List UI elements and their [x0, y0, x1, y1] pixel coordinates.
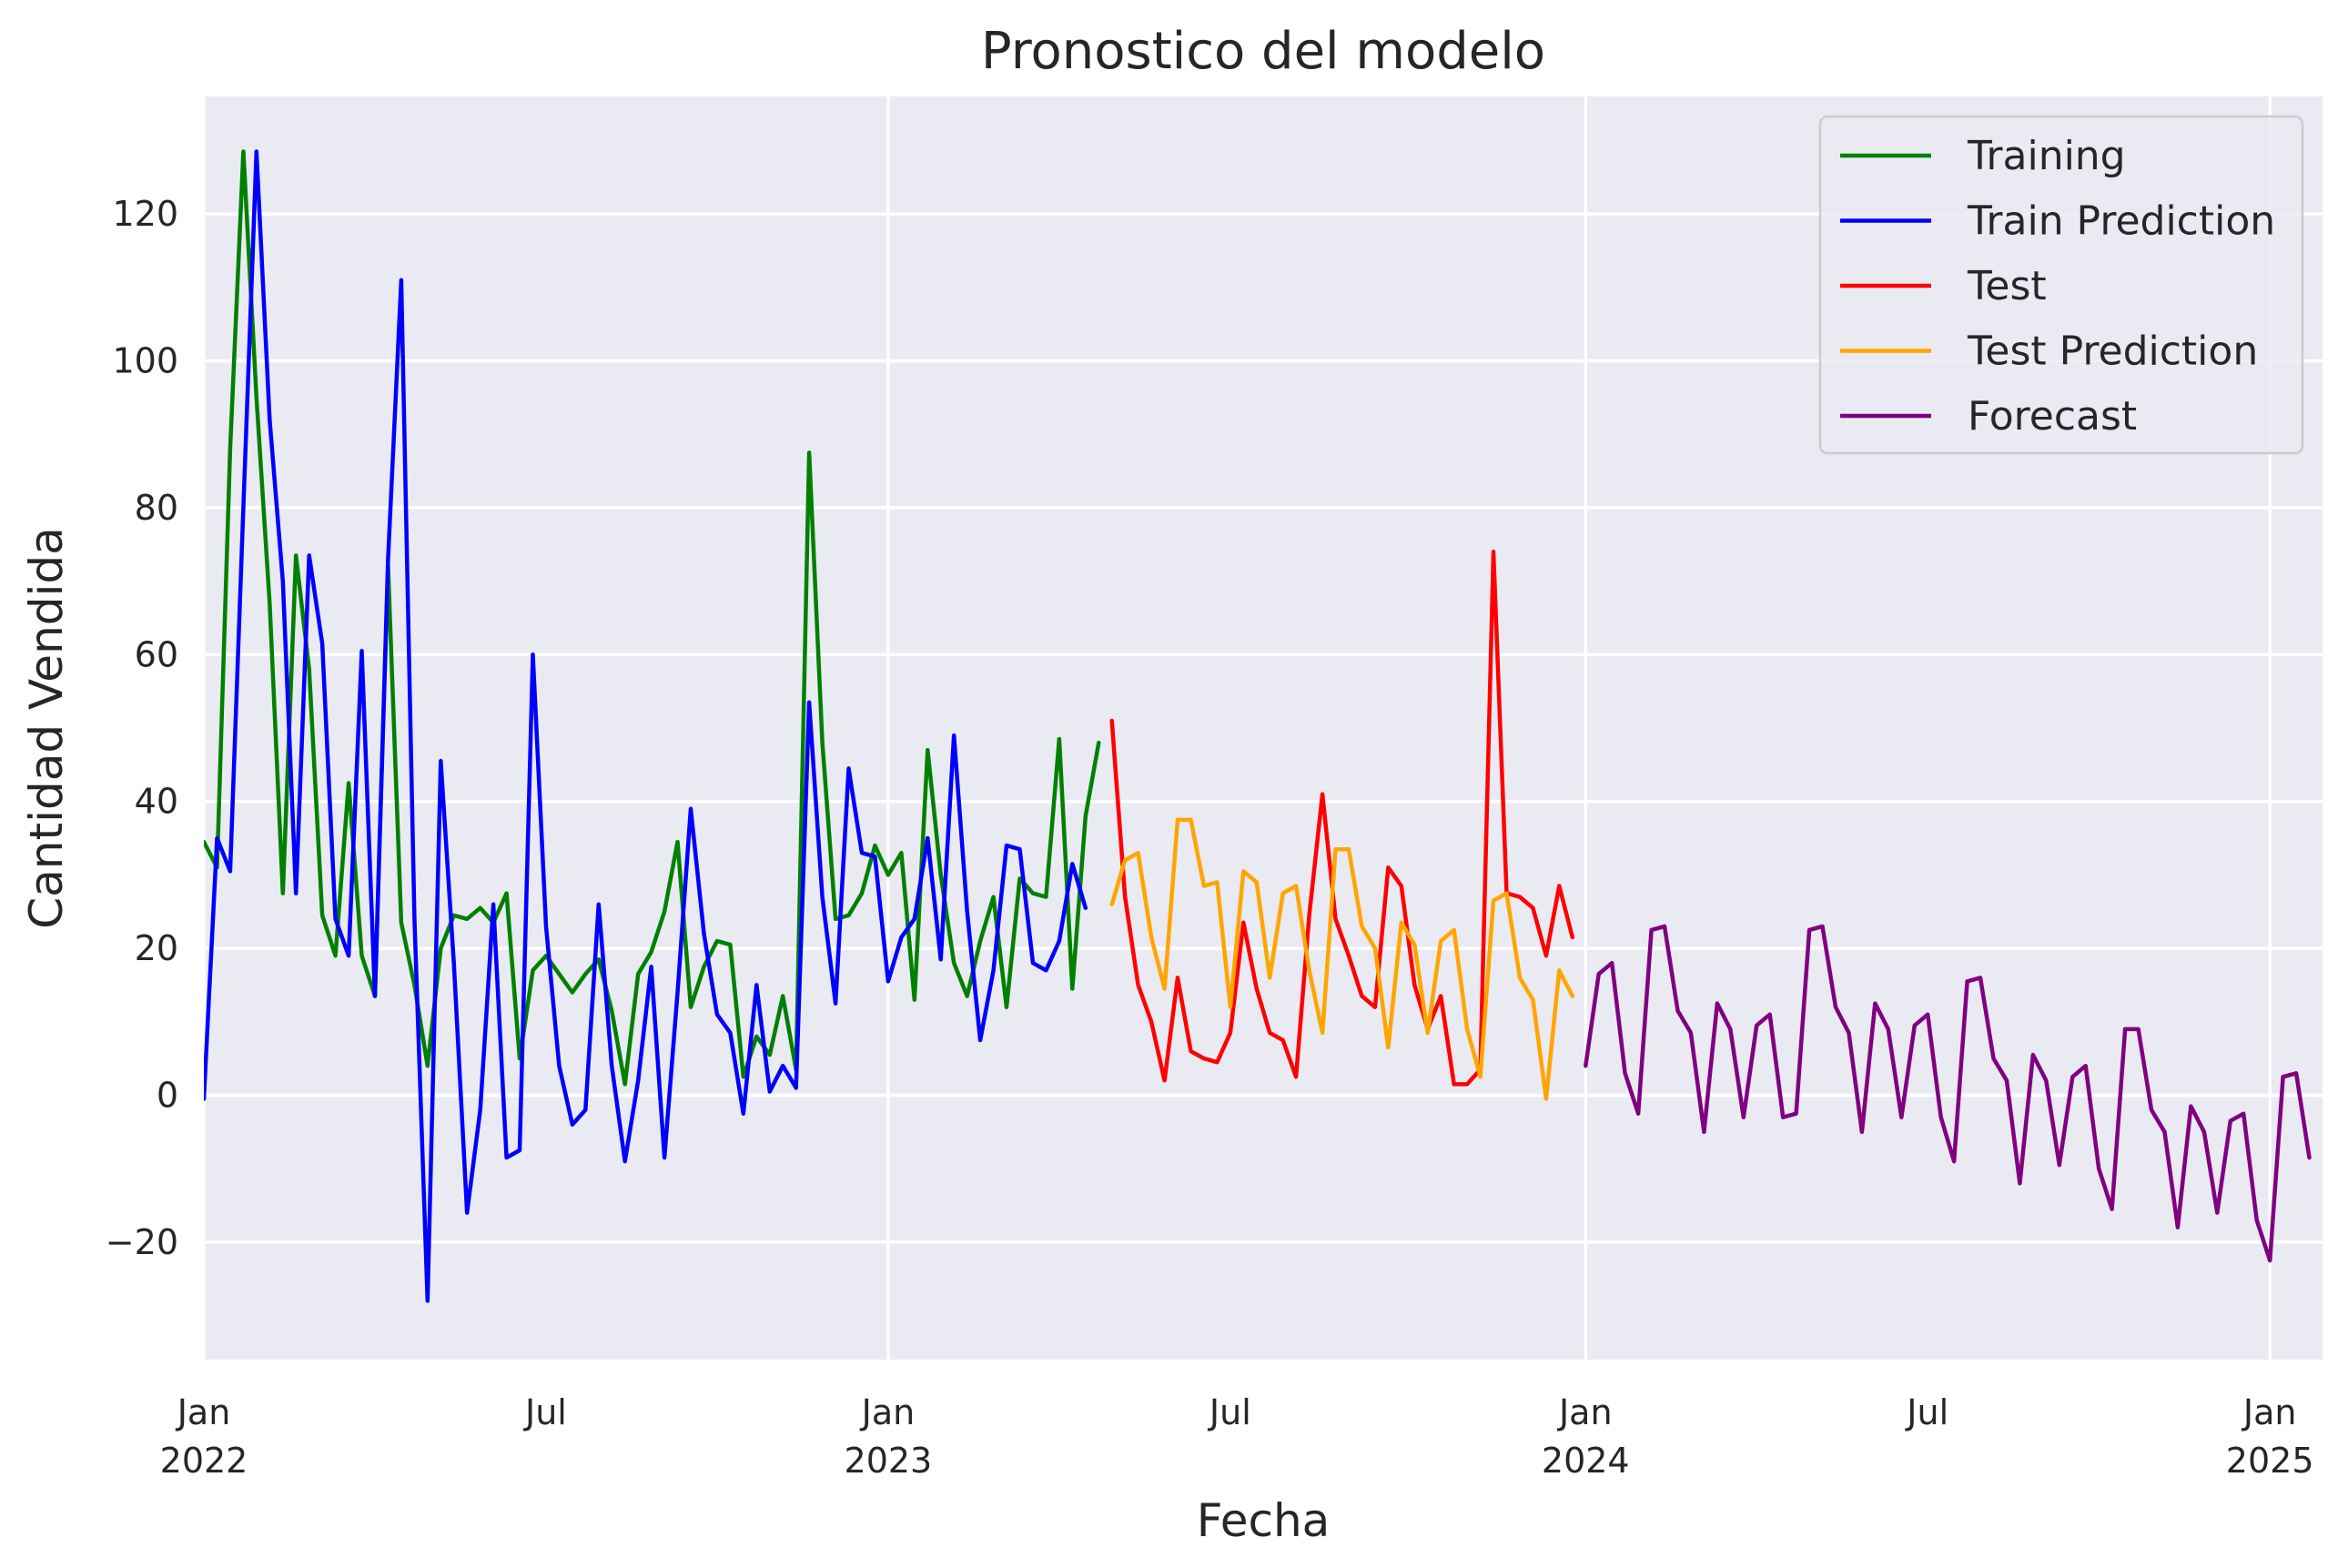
x-tick-label: Jan — [1557, 1392, 1613, 1432]
x-tick-label: Jan — [176, 1392, 231, 1432]
y-tick-label: 0 — [157, 1075, 178, 1115]
y-tick-label: 100 — [112, 341, 178, 381]
x-tick-label: Jan — [860, 1392, 916, 1432]
y-axis-ticks: −20 0 20 40 60 80 100 120 — [106, 194, 178, 1262]
y-tick-label: 80 — [135, 488, 178, 528]
x-tick-year-label: 2022 — [160, 1441, 248, 1481]
x-tick-year-label: 2024 — [1542, 1441, 1630, 1481]
x-tick-label: Jan — [2242, 1392, 2297, 1432]
series-line-test-prediction — [1109, 817, 1575, 1101]
y-tick-label: 60 — [135, 634, 178, 674]
x-tick-year-label: 2025 — [2226, 1441, 2314, 1481]
grid — [202, 96, 2323, 1360]
legend: Training Train Prediction Test Test Predict… — [1818, 115, 2304, 455]
x-axis-label: Fecha — [1197, 1494, 1331, 1547]
x-tick-label: Jul — [523, 1392, 567, 1432]
legend-label-train-prediction: Train Prediction — [1967, 198, 2275, 245]
legend-label-forecast: Forecast — [1968, 393, 2137, 440]
y-tick-label: 120 — [112, 194, 178, 234]
legend-label-training: Training — [1967, 133, 2126, 179]
y-tick-label: 20 — [135, 928, 178, 968]
chart-title: Pronostico del modelo — [981, 22, 1545, 81]
y-axis-label: Cantidad Vendida — [20, 527, 73, 929]
series-line-forecast — [1584, 924, 2312, 1263]
series-line-train-prediction — [204, 149, 1088, 1303]
series-layer — [204, 149, 2312, 1303]
x-axis-ticks: Jan 2022 Jul Jan 2023 Jul Jan 2024 Jul Jan 2025 — [160, 1392, 2314, 1481]
x-tick-year-label: 2023 — [845, 1441, 933, 1481]
x-tick-label: Jul — [1208, 1392, 1251, 1432]
x-tick-label: Jul — [1905, 1392, 1948, 1432]
y-tick-label: −20 — [106, 1222, 178, 1262]
legend-label-test: Test — [1967, 263, 2047, 309]
legend-label-test-prediction: Test Prediction — [1967, 329, 2258, 375]
series-line-test — [1109, 550, 1575, 1087]
legend-frame — [1818, 115, 2304, 455]
y-tick-label: 40 — [135, 782, 178, 822]
